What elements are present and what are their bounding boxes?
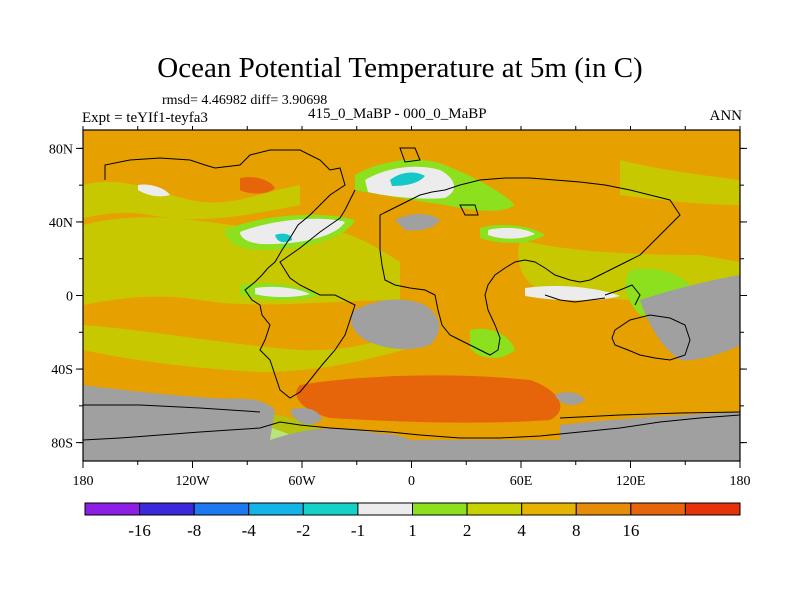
colorbar-label: 8 [572, 521, 581, 540]
x-tick-label: 60W [288, 474, 316, 489]
x-tick-label: 0 [408, 474, 415, 489]
colorbar-label: 2 [463, 521, 472, 540]
colorbar-swatch [357, 502, 413, 516]
colorbar-label: -1 [351, 521, 365, 540]
colorbar-label: -4 [242, 521, 257, 540]
x-tick-label: 180 [73, 474, 94, 489]
x-tick-label: 180 [730, 474, 751, 489]
colorbar-swatch [575, 502, 632, 516]
rmsd-stats: rmsd= 4.46982 diff= 3.90698 [162, 93, 328, 108]
colorbar: -16 -8 -4 -2 -1 1 2 4 8 16 [84, 502, 741, 540]
colorbar-label: 1 [408, 521, 417, 540]
colorbar-label: 4 [517, 521, 526, 540]
colorbar-swatch [139, 502, 195, 516]
colorbar-label: -16 [128, 521, 151, 540]
colorbar-swatch [630, 502, 686, 516]
y-tick-label: 80N [49, 142, 73, 157]
colorbar-swatch [466, 502, 523, 516]
colorbar-swatch [193, 502, 250, 516]
experiment-label: Expt = teYIf1-teyfa3 [82, 110, 208, 126]
y-tick-label: 80S [51, 437, 73, 452]
season-label: ANN [709, 108, 743, 124]
continent-outlines [83, 147, 740, 441]
colorbar-swatch [84, 502, 141, 516]
colorbar-swatch [521, 502, 577, 516]
x-tick-label: 120E [616, 474, 646, 489]
colorbar-label: -8 [187, 521, 201, 540]
colorbar-swatch [412, 502, 468, 516]
map-title: Ocean Potential Temperature at 5m (in C) [157, 52, 643, 84]
colorbar-label: -2 [296, 521, 310, 540]
y-tick-label: 40S [51, 363, 73, 378]
x-tick-label: 120W [175, 474, 210, 489]
y-tick-label: 40N [49, 216, 73, 231]
map-axes: 180 120W 60W 0 60E 120E 180 80N 40N 0 40S 80S [49, 126, 751, 489]
colorbar-swatch [684, 502, 741, 516]
period-subtitle: 415_0_MaBP - 000_0_MaBP [308, 106, 487, 122]
temperature-field [83, 130, 740, 461]
y-tick-label: 0 [66, 290, 73, 305]
x-tick-label: 60E [510, 474, 533, 489]
colorbar-swatch [302, 502, 359, 516]
colorbar-swatch [248, 502, 304, 516]
colorbar-label: 16 [622, 521, 639, 540]
